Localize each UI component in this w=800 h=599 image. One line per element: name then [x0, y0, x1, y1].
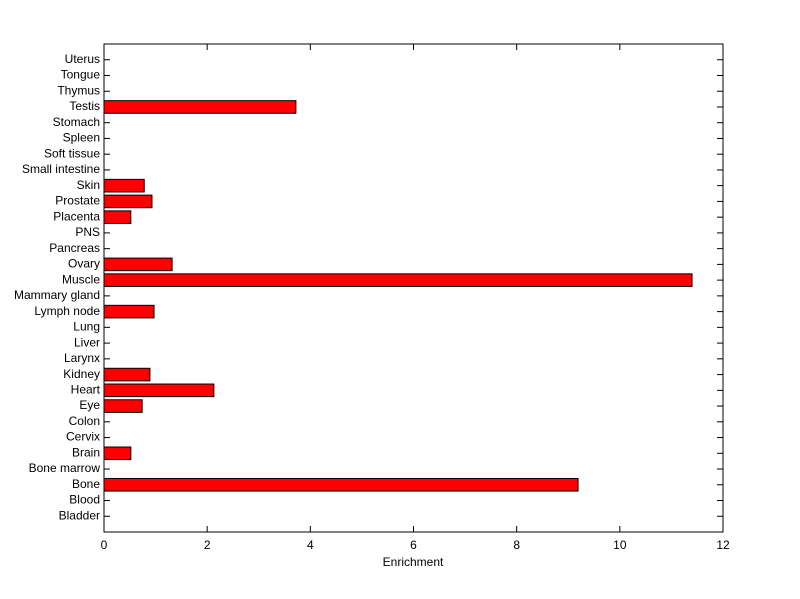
x-tick-label: 12 — [716, 538, 730, 552]
y-tick-label: Heart — [71, 382, 101, 396]
x-tick-label: 10 — [613, 538, 627, 552]
y-tick-label: Brain — [72, 445, 100, 459]
bar — [103, 446, 132, 461]
bar — [103, 304, 155, 319]
y-tick-label: Liver — [74, 335, 100, 349]
x-tick-label: 0 — [101, 538, 108, 552]
y-tick-label: Kidney — [63, 367, 100, 381]
y-tick-label: Bladder — [59, 508, 100, 522]
y-tick-label: Skin — [77, 178, 100, 192]
plot-frame — [103, 43, 724, 533]
bar — [103, 178, 145, 193]
y-tick-label: Tongue — [61, 68, 101, 82]
y-tick-label: Cervix — [66, 430, 100, 444]
y-tick-label: Muscle — [62, 272, 100, 286]
y-tick-label: Spleen — [63, 131, 100, 145]
x-tick-label: 2 — [204, 538, 211, 552]
bar — [103, 100, 297, 114]
y-tick-label: Small intestine — [22, 162, 100, 176]
y-tick-label: Ovary — [68, 257, 100, 271]
y-tick-label: Larynx — [64, 351, 100, 365]
y-tick-label: Bone — [72, 477, 100, 491]
y-tick-label: Eye — [79, 398, 100, 412]
y-tick-label: Bone marrow — [29, 461, 101, 475]
x-axis-label: Enrichment — [383, 555, 444, 569]
y-tick-label: Blood — [69, 493, 100, 507]
y-tick-label: Uterus — [65, 52, 100, 66]
y-tick-label: PNS — [75, 225, 100, 239]
y-tick-label: Pancreas — [49, 241, 100, 255]
bar — [103, 399, 143, 413]
y-tick-label: Stomach — [53, 115, 100, 129]
bar — [103, 383, 215, 398]
y-tick-label: Placenta — [53, 209, 100, 223]
y-tick-label: Testis — [69, 99, 100, 113]
bar — [103, 367, 151, 382]
y-tick-label: Prostate — [55, 194, 100, 208]
bar — [103, 477, 579, 492]
bar — [103, 210, 132, 224]
y-tick-label: Colon — [69, 414, 100, 428]
y-tick-label: Lymph node — [34, 304, 100, 318]
x-tick-label: 6 — [410, 538, 417, 552]
y-tick-label: Soft tissue — [44, 146, 100, 160]
y-tick-label: Lung — [73, 320, 100, 334]
y-tick-label: Mammary gland — [14, 288, 100, 302]
x-tick-label: 8 — [513, 538, 520, 552]
x-tick-label: 4 — [307, 538, 314, 552]
y-tick-label: Thymus — [57, 83, 100, 97]
bar — [103, 257, 173, 272]
bar — [103, 194, 153, 209]
bar — [103, 273, 693, 287]
